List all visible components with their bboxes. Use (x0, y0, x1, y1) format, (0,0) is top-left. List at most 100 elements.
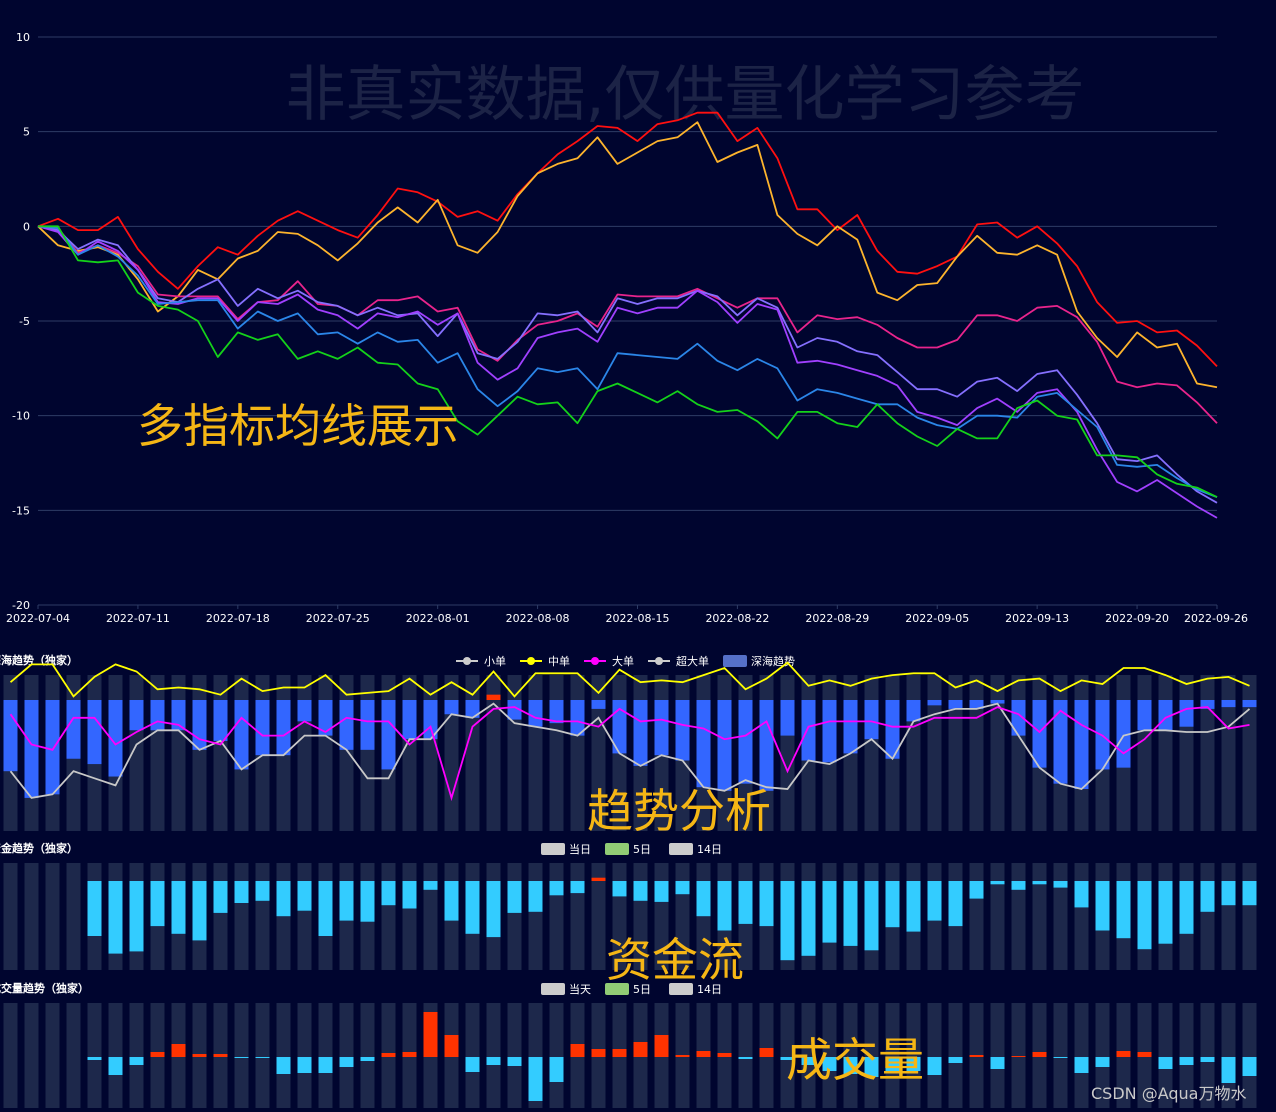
trend-bar (1221, 700, 1236, 708)
legend-item-label[interactable]: 当天 (569, 982, 591, 996)
flow-bar (864, 881, 879, 951)
legend-swatch-icon[interactable] (541, 983, 565, 995)
legend-item-label[interactable]: 深海趋势 (751, 654, 795, 668)
flow-bar (969, 881, 984, 899)
trend-bar (1179, 700, 1194, 727)
trend-bar (45, 700, 60, 795)
legend-dot-icon[interactable] (591, 657, 599, 665)
legend-swatch-icon[interactable] (541, 843, 565, 855)
trend-bar (780, 700, 795, 736)
main-y-tick-label: 0 (23, 220, 30, 233)
volume-bar (1158, 1057, 1173, 1069)
volume-bar (801, 1057, 816, 1065)
band-column (906, 1003, 921, 1108)
trend-bar (843, 700, 858, 754)
flow-bar (276, 881, 291, 917)
flow-bar (591, 877, 606, 881)
volume-bar (360, 1057, 375, 1061)
legend-item-label[interactable]: 超大单 (676, 654, 709, 668)
legend-item-label[interactable]: 当日 (569, 842, 591, 856)
band-column (192, 675, 207, 831)
legend-swatch-icon[interactable] (669, 983, 693, 995)
volume-bar (675, 1055, 690, 1057)
legend-dot-icon[interactable] (655, 657, 663, 665)
trend-bar (171, 700, 186, 731)
band-column (528, 863, 543, 970)
band-column (465, 675, 480, 831)
trend-line (9, 702, 1251, 799)
legend-item-label[interactable]: 14日 (697, 983, 722, 996)
main-series-line (37, 111, 1218, 368)
band-column (360, 675, 375, 831)
trend-bar (1074, 700, 1089, 789)
volume-bar (192, 1054, 207, 1057)
band-column (990, 675, 1005, 831)
flow-bar (1116, 881, 1131, 939)
flow-bar (381, 881, 396, 906)
main-series-lines (37, 111, 1218, 519)
legend-dot-icon[interactable] (463, 657, 471, 665)
band-column (1095, 1003, 1110, 1108)
band-column (570, 675, 585, 831)
volume-bar (150, 1052, 165, 1057)
volume-bar (927, 1057, 942, 1075)
flow-bar (696, 881, 711, 917)
band-column (864, 675, 879, 831)
trend-bar (87, 700, 102, 765)
main-x-tick-label: 2022-09-26 (1184, 612, 1248, 625)
legend-swatch-icon[interactable] (723, 655, 747, 667)
main-x-tick-label: 2022-08-29 (805, 612, 869, 625)
band-column (486, 1003, 501, 1108)
legend-item-label[interactable]: 小单 (484, 655, 506, 668)
flow-bar (549, 881, 564, 896)
flow-legend[interactable]: 当日 5日 14日 (541, 842, 722, 856)
legend-item-label[interactable]: 5日 (633, 843, 651, 856)
legend-swatch-icon[interactable] (605, 983, 629, 995)
legend-item-label[interactable]: 大单 (612, 654, 634, 668)
band-column (1242, 1003, 1257, 1108)
main-x-tick-label: 2022-09-05 (905, 612, 969, 625)
main-x-tick-label: 2022-07-11 (106, 612, 170, 625)
band-column (1053, 1003, 1068, 1108)
band-column (276, 1003, 291, 1108)
trend-bar (192, 700, 207, 750)
volume-bar (654, 1035, 669, 1057)
legend-swatch-icon[interactable] (605, 843, 629, 855)
flow-bar (927, 881, 942, 921)
main-x-tick-label: 2022-09-13 (1005, 612, 1069, 625)
band-column (738, 1003, 753, 1108)
flow-bar (990, 881, 1005, 885)
legend-item-label[interactable]: 5日 (633, 983, 651, 996)
volume-bar (402, 1052, 417, 1057)
legend-item-label[interactable]: 14日 (697, 843, 722, 856)
trend-bar (297, 700, 312, 722)
trend-bar (570, 700, 585, 736)
trend-bar (738, 700, 753, 784)
band-column (1242, 863, 1257, 970)
volume-bar (465, 1057, 480, 1072)
legend-swatch-icon[interactable] (669, 843, 693, 855)
flow-bar (633, 881, 648, 901)
band-column (423, 863, 438, 970)
trend-bar (444, 700, 459, 715)
flow-bar (1074, 881, 1089, 908)
band-column (1200, 675, 1215, 831)
trend-bar (633, 700, 648, 766)
flow-bar (465, 881, 480, 934)
volume-bar (108, 1057, 123, 1075)
capital-flow-panel: 资金趋势（独家） 当日 5日 14日 资金流 (0, 841, 1257, 987)
band-column (780, 675, 795, 831)
trend-bar (507, 700, 522, 720)
band-column (423, 675, 438, 831)
volume-bar (255, 1057, 270, 1058)
legend-dot-icon[interactable] (527, 657, 535, 665)
trend-bar (948, 700, 963, 709)
trend-legend[interactable]: 小单 中单 大单 超大单 深海趋势 (456, 654, 795, 668)
legend-item-label[interactable]: 中单 (548, 655, 570, 668)
trend-bar (24, 700, 39, 798)
trend-bar (696, 700, 711, 788)
band-column (255, 863, 270, 970)
volume-bar (423, 1012, 438, 1057)
volume-bar (990, 1057, 1005, 1069)
volume-legend[interactable]: 当天 5日 14日 (541, 982, 722, 996)
